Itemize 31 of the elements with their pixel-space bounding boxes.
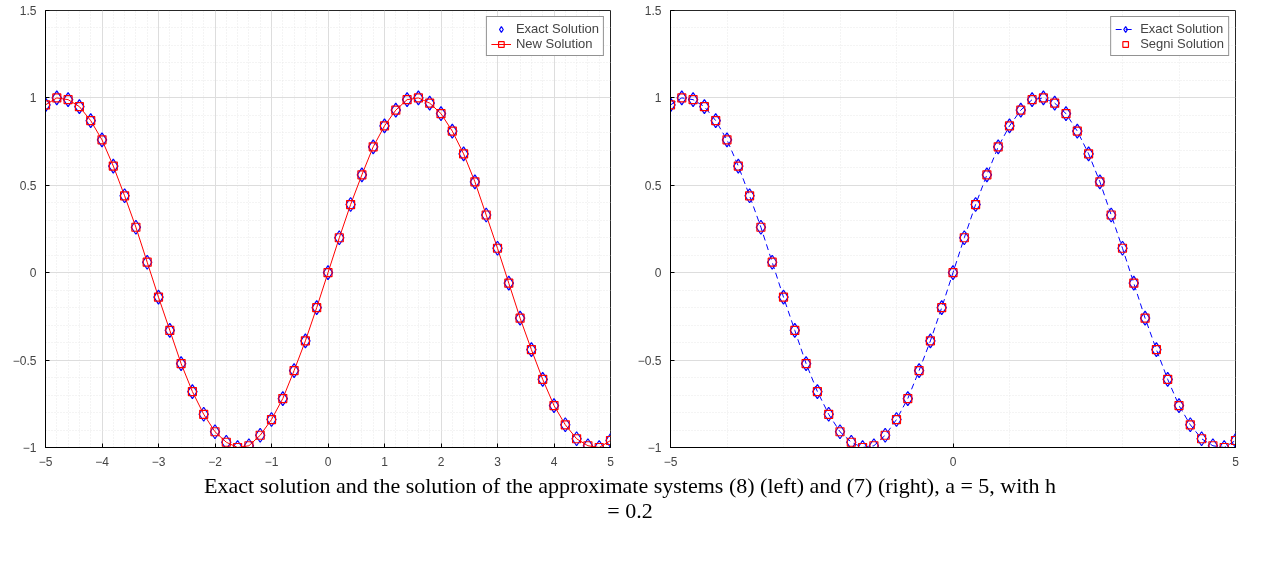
x-tick-label: −2 bbox=[208, 454, 223, 469]
x-tick-label: −4 bbox=[95, 454, 110, 469]
y-tick-label: 1.5 bbox=[19, 4, 37, 18]
y-tick-label: −1 bbox=[647, 441, 662, 455]
x-tick-label: 5 bbox=[1232, 454, 1240, 469]
x-tick-label: 0 bbox=[324, 454, 332, 469]
x-tick-label: 0 bbox=[949, 454, 957, 469]
y-tick-label: 0.5 bbox=[19, 178, 37, 193]
x-tick-label: 4 bbox=[550, 454, 558, 469]
y-tick-label: −0.5 bbox=[12, 353, 37, 368]
x-tick-label: −1 bbox=[264, 454, 279, 469]
x-tick-label: 3 bbox=[494, 454, 502, 469]
y-tick-label: −1 bbox=[22, 441, 37, 455]
legend-label: New Solution bbox=[515, 36, 593, 51]
y-tick-label: 0 bbox=[29, 266, 37, 281]
x-tick-label: −5 bbox=[663, 454, 678, 469]
text: Exact solution and the solution of the approximate systems (8) (left) and (7) (right), a = 5, with h = 0.2 bbox=[203, 473, 1057, 524]
x-tick-label: 5 bbox=[607, 454, 615, 469]
y-tick-label: 1 bbox=[654, 91, 662, 106]
legend-label: Exact Solution bbox=[1140, 21, 1224, 36]
y-tick-label: 0.5 bbox=[644, 178, 662, 193]
x-tick-label: 1 bbox=[381, 454, 389, 469]
x-tick-label: −3 bbox=[151, 454, 166, 469]
legend-label: Segni Solution bbox=[1140, 36, 1224, 51]
y-tick-label: 1 bbox=[29, 91, 37, 106]
x-tick-label: 2 bbox=[437, 454, 445, 469]
y-tick-label: 1.5 bbox=[644, 4, 662, 18]
y-tick-label: −0.5 bbox=[637, 353, 662, 368]
legend-label: Exact Solution bbox=[515, 21, 599, 36]
x-tick-label: −5 bbox=[38, 454, 53, 469]
y-tick-label: 0 bbox=[654, 266, 662, 281]
